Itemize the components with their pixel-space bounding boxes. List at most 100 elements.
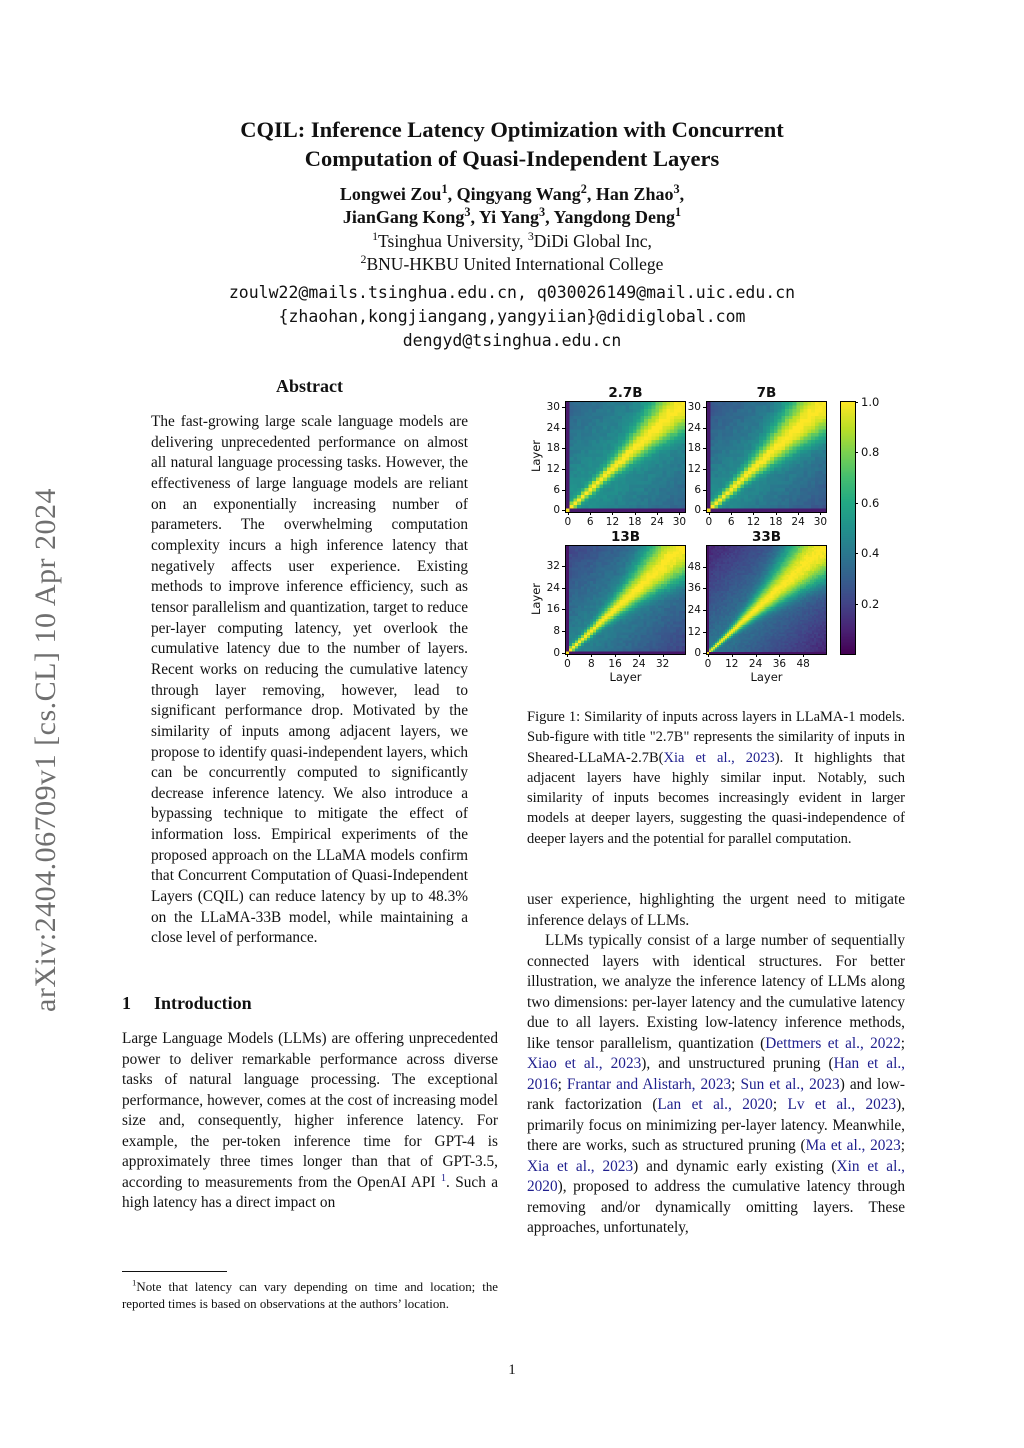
abstract-heading: Abstract <box>276 376 343 396</box>
x-tick-mark <box>634 512 636 515</box>
y-tick-mark <box>562 469 565 471</box>
y-tick-mark <box>703 407 706 409</box>
y-tick-mark <box>562 510 565 512</box>
x-tick-mark <box>662 654 664 657</box>
section-heading-introduction: 1 Introduction <box>122 993 498 1014</box>
y-tick-label: 24 <box>546 421 560 434</box>
affiliation-line-1: 1Tsinghua University, 3DiDi Global Inc, <box>0 230 1024 253</box>
citation-link[interactable]: Han et al., 2016 <box>527 1055 905 1093</box>
y-axis-label: Layer <box>529 439 543 473</box>
colorbar-tick-label: 0.2 <box>861 596 880 611</box>
paper-title-line2: Computation of Quasi-Independent Layers <box>304 146 720 171</box>
x-tick-mark <box>638 654 640 657</box>
citation-link[interactable]: Xia et al., 2023 <box>527 1157 634 1175</box>
y-tick-mark <box>562 631 565 633</box>
colorbar-tick-label: 0.4 <box>861 546 880 561</box>
superscript: 1 <box>675 205 682 219</box>
y-tick-mark <box>562 489 565 491</box>
x-tick-label: 30 <box>813 516 828 528</box>
text-segment: ). It highlights that adjacent layers ha… <box>527 749 905 847</box>
colorbar-tick-mark <box>855 502 858 504</box>
text-segment: Large Language Models (LLMs) are offerin… <box>122 1030 498 1191</box>
footnote-divider <box>122 1271 227 1272</box>
superscript: 2 <box>580 182 587 196</box>
x-tick-mark <box>707 654 709 657</box>
heatmap-2.7B <box>565 401 686 513</box>
text-segment: ) and dynamic early existing ( <box>633 1157 837 1175</box>
x-tick-mark <box>657 512 659 515</box>
x-tick-label: 24 <box>650 516 664 528</box>
y-tick-label: 8 <box>553 625 560 638</box>
y-tick-label: 12 <box>546 463 560 476</box>
y-tick-mark <box>562 652 565 654</box>
colorbar-tick-mark <box>855 603 858 605</box>
citation-link[interactable]: Lan et al., 2020 <box>657 1096 773 1113</box>
section-title: Introduction <box>154 993 252 1013</box>
y-tick-mark <box>562 427 565 429</box>
text-segment: BNU-HKBU United International College <box>366 254 664 274</box>
x-tick-mark <box>731 654 733 657</box>
text-segment: Longwei Zou <box>339 184 442 204</box>
text-segment: Figure 1: Similarity of inputs across la… <box>527 709 905 766</box>
citation-link[interactable]: Sun et al., 2023 <box>740 1075 840 1093</box>
x-tick-label: 6 <box>727 516 735 528</box>
y-tick-label: 0 <box>553 646 560 659</box>
right-column-paragraph-1: user experience, highlighting the urgent… <box>527 891 905 929</box>
x-axis-label: Layer <box>609 670 642 684</box>
superscript: 2 <box>360 252 367 267</box>
y-tick-label: 48 <box>687 560 701 573</box>
x-tick-mark <box>567 654 569 657</box>
heatmap-canvas-2.7B <box>566 402 685 512</box>
y-tick-mark <box>703 510 706 512</box>
paper-title: CQIL: Inference Latency Optimization wit… <box>0 115 1024 173</box>
y-axis-label: Layer <box>529 582 543 616</box>
y-tick-label: 24 <box>687 603 701 616</box>
y-tick-mark <box>562 587 565 589</box>
y-tick-mark <box>703 566 706 568</box>
text-segment: ; <box>900 1034 905 1052</box>
subplot-title-7B: 7B <box>756 385 777 401</box>
x-tick-mark <box>798 512 800 515</box>
y-tick-mark <box>703 609 706 611</box>
colorbar-tick-label: 0.6 <box>861 495 880 510</box>
y-tick-mark <box>562 566 565 568</box>
heatmap-canvas-33B <box>707 546 826 654</box>
citation-link[interactable]: Ma et al., 2023 <box>805 1137 901 1154</box>
citation-link[interactable]: Xiao et al., 2023 <box>527 1055 642 1072</box>
introduction-paragraph: Large Language Models (LLMs) are offerin… <box>122 1029 498 1214</box>
citation-link[interactable]: Xia et al., 2023 <box>663 749 775 766</box>
text-segment: ), proposed to address the cumulative la… <box>527 1178 905 1236</box>
y-tick-label: 16 <box>546 603 560 616</box>
footnote-ref-link[interactable]: 1 <box>440 1172 447 1184</box>
x-tick-label: 12 <box>725 658 739 670</box>
x-tick-mark <box>708 512 710 515</box>
x-tick-label: 0 <box>564 658 571 670</box>
x-tick-label: 32 <box>656 658 670 670</box>
abstract-text: The fast-growing large scale language mo… <box>151 413 469 947</box>
figure-1-heatmap-grid: 2.7B 0 6 12 18 24 30 0 6 12 18 24 30 Layer 7B 0 6 12 18 24 3… <box>525 385 923 703</box>
x-tick-label: 12 <box>746 516 761 528</box>
citation-link[interactable]: Lv et al., 2023 <box>787 1096 897 1113</box>
heatmap-13B <box>565 545 686 655</box>
x-tick-label: 24 <box>632 658 646 670</box>
citation-link[interactable]: Dettmers et al., 2022 <box>765 1034 901 1052</box>
y-tick-label: 32 <box>546 560 560 573</box>
text-segment: ; <box>557 1075 567 1093</box>
heatmap-canvas-7B <box>707 402 826 512</box>
subplot-title-13B: 13B <box>610 529 641 545</box>
paper-title-line1: CQIL: Inference Latency Optimization wit… <box>240 117 784 142</box>
text-segment: , Yi Yang <box>470 207 540 227</box>
author-list: Longwei Zou1, Qingyang Wang2, Han Zhao3,… <box>0 183 1024 229</box>
x-tick-mark <box>612 512 614 515</box>
y-tick-label: 18 <box>687 442 701 455</box>
y-tick-mark <box>703 631 706 633</box>
right-column-paragraph-2: LLMs typically consist of a large number… <box>527 931 905 1239</box>
y-tick-mark <box>703 469 706 471</box>
superscript: 1 <box>441 182 448 196</box>
colorbar-tick-mark <box>855 553 858 555</box>
x-tick-mark <box>590 512 592 515</box>
citation-link[interactable]: Frantar and Alistarh, 2023 <box>566 1075 732 1093</box>
citation-link[interactable]: Xin et al., 2020 <box>527 1157 905 1196</box>
x-tick-label: 48 <box>796 658 810 670</box>
text-segment: . Such a high latency has a direct impac… <box>122 1173 499 1212</box>
